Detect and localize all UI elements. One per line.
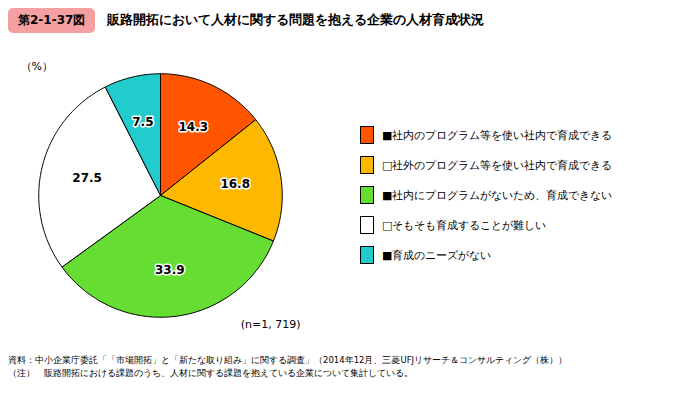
html-text:□社外のプログラム等を使い社内で育成できる: □社外のプログラム等を使い社内で育成できる bbox=[382, 158, 613, 172]
svg-text:（%）: （%） bbox=[21, 60, 53, 73]
svg-text:16.8: 16.8 bbox=[220, 177, 250, 191]
svg-text:14.3: 14.3 bbox=[178, 120, 208, 134]
html-text:販路開拓において人材に関する問題を抱える企業の人材育成状況: 販路開拓において人材に関する問題を抱える企業の人材育成状況 bbox=[107, 12, 485, 27]
html-text:第2-1-37図: 第2-1-37図 bbox=[18, 12, 86, 27]
svg-text:27.5: 27.5 bbox=[72, 171, 102, 185]
svg-text:(n=1, 719): (n=1, 719) bbox=[241, 318, 301, 331]
html-text:□そもそも育成することが難しい: □そもそも育成することが難しい bbox=[382, 218, 547, 232]
html-text:（注） 販路開拓における課題のうち、人材に関する課題を抱えて: （注） 販路開拓における課題のうち、人材に関する課題を抱えている企業について集計… bbox=[8, 367, 413, 378]
html-text:■社内にプログラムがないため、育成できない: ■社内にプログラムがないため、育成できない bbox=[382, 188, 613, 202]
html-text:資料：中小企業庁委託「「市場開拓」と「新たな取り組み」に関す: 資料：中小企業庁委託「「市場開拓」と「新たな取り組み」に関する調査」（2014年… bbox=[8, 355, 568, 365]
svg-text:7.5: 7.5 bbox=[132, 115, 153, 129]
svg-text:33.9: 33.9 bbox=[155, 263, 185, 277]
html-text:■社内のプログラム等を使い社内で育成できる: ■社内のプログラム等を使い社内で育成できる bbox=[382, 128, 613, 142]
html-text:■育成のニーズがない: ■育成のニーズがない bbox=[382, 248, 492, 262]
